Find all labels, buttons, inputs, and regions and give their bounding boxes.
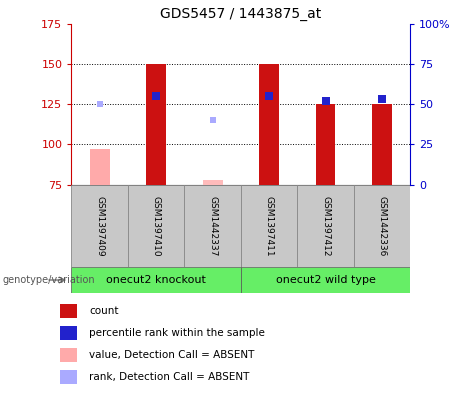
Point bbox=[209, 117, 216, 123]
Bar bbox=[259, 64, 279, 185]
Bar bbox=[184, 185, 241, 267]
Bar bbox=[203, 180, 223, 185]
Bar bbox=[297, 185, 354, 267]
Bar bbox=[71, 267, 241, 293]
Bar bbox=[90, 149, 110, 185]
Bar bbox=[60, 304, 77, 318]
Text: count: count bbox=[89, 306, 118, 316]
Bar bbox=[146, 64, 166, 185]
Bar bbox=[60, 326, 77, 340]
Bar bbox=[128, 185, 184, 267]
Text: rank, Detection Call = ABSENT: rank, Detection Call = ABSENT bbox=[89, 372, 249, 382]
Text: GSM1397409: GSM1397409 bbox=[95, 196, 104, 256]
Point bbox=[96, 101, 103, 107]
Point bbox=[322, 98, 329, 104]
Title: GDS5457 / 1443875_at: GDS5457 / 1443875_at bbox=[160, 7, 321, 21]
Text: onecut2 wild type: onecut2 wild type bbox=[276, 275, 376, 285]
Text: GSM1397410: GSM1397410 bbox=[152, 196, 161, 256]
Bar bbox=[71, 185, 128, 267]
Text: GSM1442336: GSM1442336 bbox=[378, 196, 387, 256]
Bar bbox=[60, 348, 77, 362]
Bar bbox=[354, 185, 410, 267]
Bar bbox=[241, 267, 410, 293]
Text: GSM1397411: GSM1397411 bbox=[265, 196, 274, 256]
Point bbox=[153, 93, 160, 99]
Bar bbox=[241, 185, 297, 267]
Bar bbox=[316, 104, 336, 185]
Bar bbox=[60, 370, 77, 384]
Point bbox=[378, 96, 386, 103]
Text: onecut2 knockout: onecut2 knockout bbox=[106, 275, 206, 285]
Text: value, Detection Call = ABSENT: value, Detection Call = ABSENT bbox=[89, 350, 254, 360]
Text: GSM1442337: GSM1442337 bbox=[208, 196, 217, 256]
Text: percentile rank within the sample: percentile rank within the sample bbox=[89, 328, 265, 338]
Point bbox=[266, 93, 273, 99]
Text: GSM1397412: GSM1397412 bbox=[321, 196, 330, 256]
Bar bbox=[372, 104, 392, 185]
Text: genotype/variation: genotype/variation bbox=[2, 275, 95, 285]
